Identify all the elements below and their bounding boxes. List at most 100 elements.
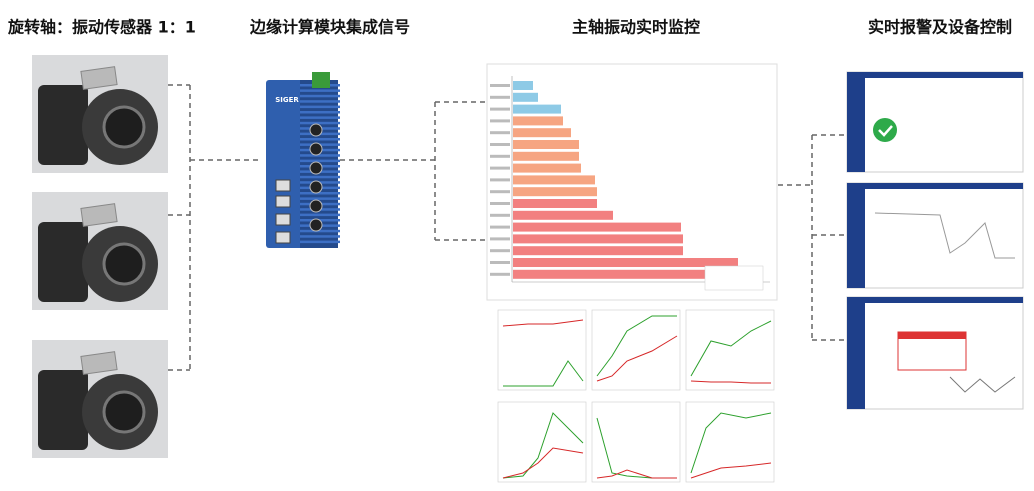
bar: [513, 246, 683, 256]
bar-label-stub: [490, 237, 510, 241]
bar-label-stub: [490, 272, 510, 276]
alarm-screenshots: [846, 71, 1024, 410]
edge-device: SIGER: [266, 72, 340, 248]
alarm-head: [898, 332, 966, 339]
red-line: [596, 335, 678, 382]
panel: [497, 401, 587, 483]
bar: [513, 269, 760, 279]
fin: [300, 94, 340, 98]
header-edge: 边缘计算模块集成信号: [249, 18, 410, 37]
fin: [300, 105, 340, 109]
bar-label-stub: [490, 166, 510, 170]
bar-label-stub: [490, 202, 510, 205]
bar: [513, 187, 597, 197]
screen-top: [847, 183, 1023, 189]
port-rj: [275, 213, 291, 226]
bar: [513, 222, 681, 232]
green-line: [502, 412, 584, 479]
panel: [591, 309, 681, 391]
bar-label-stub: [490, 213, 510, 217]
bar: [513, 140, 579, 149]
fin: [300, 116, 340, 119]
bar-label-stub: [490, 119, 510, 123]
motor-body: [38, 85, 88, 165]
trend: [949, 376, 1016, 393]
panel: [591, 401, 681, 483]
fin: [300, 121, 340, 125]
green-line: [503, 360, 584, 387]
red-line: [690, 462, 772, 479]
port-rj: [275, 195, 291, 208]
bar: [513, 92, 538, 102]
panel: [685, 401, 775, 483]
motor-hub: [102, 390, 146, 434]
port: [309, 142, 323, 156]
screen-side: [847, 303, 865, 409]
fin: [300, 192, 340, 195]
line-chart-screenshots: [497, 309, 775, 483]
bar-label-stub: [490, 178, 510, 182]
bar-label-stub: [490, 261, 510, 264]
screen-side: [847, 78, 865, 172]
sensor: [80, 66, 118, 90]
trend: [874, 212, 1015, 259]
ok-check: [878, 125, 893, 137]
fin: [300, 111, 340, 114]
green-line: [690, 320, 772, 377]
device-brand: SIGER: [275, 96, 299, 104]
header-sensors: 旋转轴：振动传感器 1：1: [7, 18, 196, 37]
port-rj: [275, 179, 291, 192]
port: [309, 123, 323, 137]
red-line: [502, 319, 584, 327]
fin: [300, 100, 340, 103]
bar: [513, 234, 683, 244]
bar-label-stub: [490, 143, 510, 146]
port-rj: [275, 231, 291, 244]
bar-label-stub: [490, 190, 510, 194]
port: [309, 161, 323, 175]
bar: [513, 258, 738, 267]
header-alarm: 实时报警及设备控制: [868, 18, 1012, 37]
screen-top: [847, 297, 1023, 303]
green-line: [596, 315, 677, 377]
bar-label-stub: [490, 249, 510, 253]
motor-hub: [102, 105, 146, 149]
bar-chart-screenshot: [486, 63, 778, 301]
sensor: [80, 351, 118, 375]
red-line: [502, 447, 584, 479]
fin: [300, 89, 340, 92]
bar: [513, 199, 597, 208]
bar: [513, 151, 579, 161]
port: [309, 199, 323, 213]
fin: [300, 235, 340, 238]
fin: [300, 175, 340, 179]
bar-label-stub: [490, 84, 510, 87]
bar: [513, 163, 581, 173]
red-line: [690, 380, 771, 384]
bar: [513, 175, 595, 185]
screen: [846, 182, 1024, 289]
port: [309, 180, 323, 194]
fin: [300, 197, 340, 200]
header-monitor: 主轴振动实时监控: [572, 18, 700, 37]
bar-label-stub: [490, 107, 510, 111]
bar: [513, 81, 533, 90]
port: [309, 218, 323, 232]
bar-label-stub: [490, 154, 510, 158]
panel: [497, 309, 587, 391]
bar-label-stub: [490, 131, 510, 135]
ok-icon: [873, 118, 897, 142]
screen-top: [847, 72, 1023, 78]
green-line: [690, 412, 772, 474]
fin: [300, 154, 340, 157]
bar-label-stub: [490, 95, 510, 99]
screen: [846, 71, 1024, 173]
connectors: [168, 84, 845, 371]
bar: [513, 104, 561, 114]
motor-hub: [102, 242, 146, 286]
fin: [300, 213, 340, 217]
fin: [300, 240, 340, 244]
fin: [300, 229, 340, 233]
